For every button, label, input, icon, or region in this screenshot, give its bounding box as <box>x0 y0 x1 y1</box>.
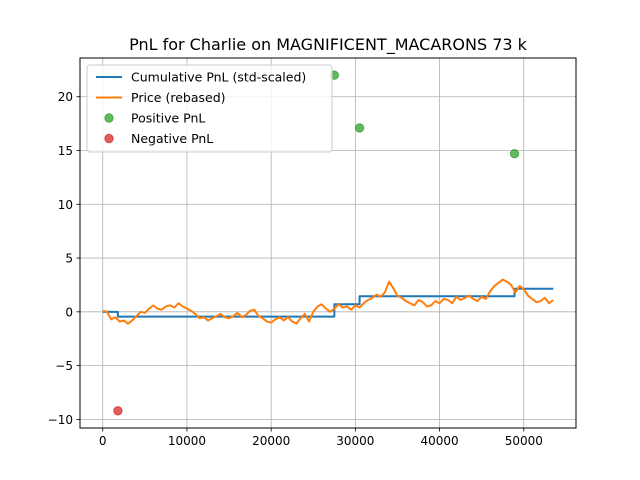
chart-title: PnL for Charlie on MAGNIFICENT_MACARONS … <box>129 35 528 55</box>
legend-box <box>86 64 333 153</box>
legend-label-positive: Positive PnL <box>131 111 205 126</box>
y-axis: −10 −5 0 5 10 15 20 <box>48 90 80 427</box>
y-tick-label: 10 <box>58 198 73 212</box>
x-tick-label: 0 <box>99 434 107 448</box>
plot-frame <box>79 57 577 429</box>
y-tick-label: 20 <box>58 90 73 104</box>
y-tick-label: −5 <box>55 359 73 373</box>
negative-pnl-point <box>113 406 123 416</box>
price-line <box>102 278 554 325</box>
positive-pnl-point <box>509 149 520 159</box>
x-tick-label: 50000 <box>505 434 543 448</box>
plot-area <box>102 70 554 416</box>
legend-swatch-negative <box>104 133 114 144</box>
x-tick-label: 30000 <box>336 434 374 448</box>
x-tick-label: 20000 <box>252 434 290 448</box>
y-tick-label: 0 <box>65 305 73 319</box>
y-tick-label: 5 <box>65 252 73 266</box>
positive-pnl-point <box>354 123 365 133</box>
x-tick-label: 40000 <box>420 434 458 448</box>
x-axis: 0 10000 20000 30000 40000 50000 <box>99 428 543 448</box>
legend: Cumulative PnL (std-scaled) Price (rebase… <box>86 64 333 153</box>
y-tick-label: 15 <box>58 144 73 158</box>
cumulative-line <box>102 287 554 318</box>
x-tick-label: 10000 <box>168 434 206 448</box>
legend-label-price: Price (rebased) <box>131 90 226 105</box>
legend-swatch-positive <box>104 113 114 123</box>
legend-label-negative: Negative PnL <box>131 131 213 146</box>
y-tick-label: −10 <box>48 413 73 427</box>
legend-label-cumulative: Cumulative PnL (std-scaled) <box>131 70 306 85</box>
